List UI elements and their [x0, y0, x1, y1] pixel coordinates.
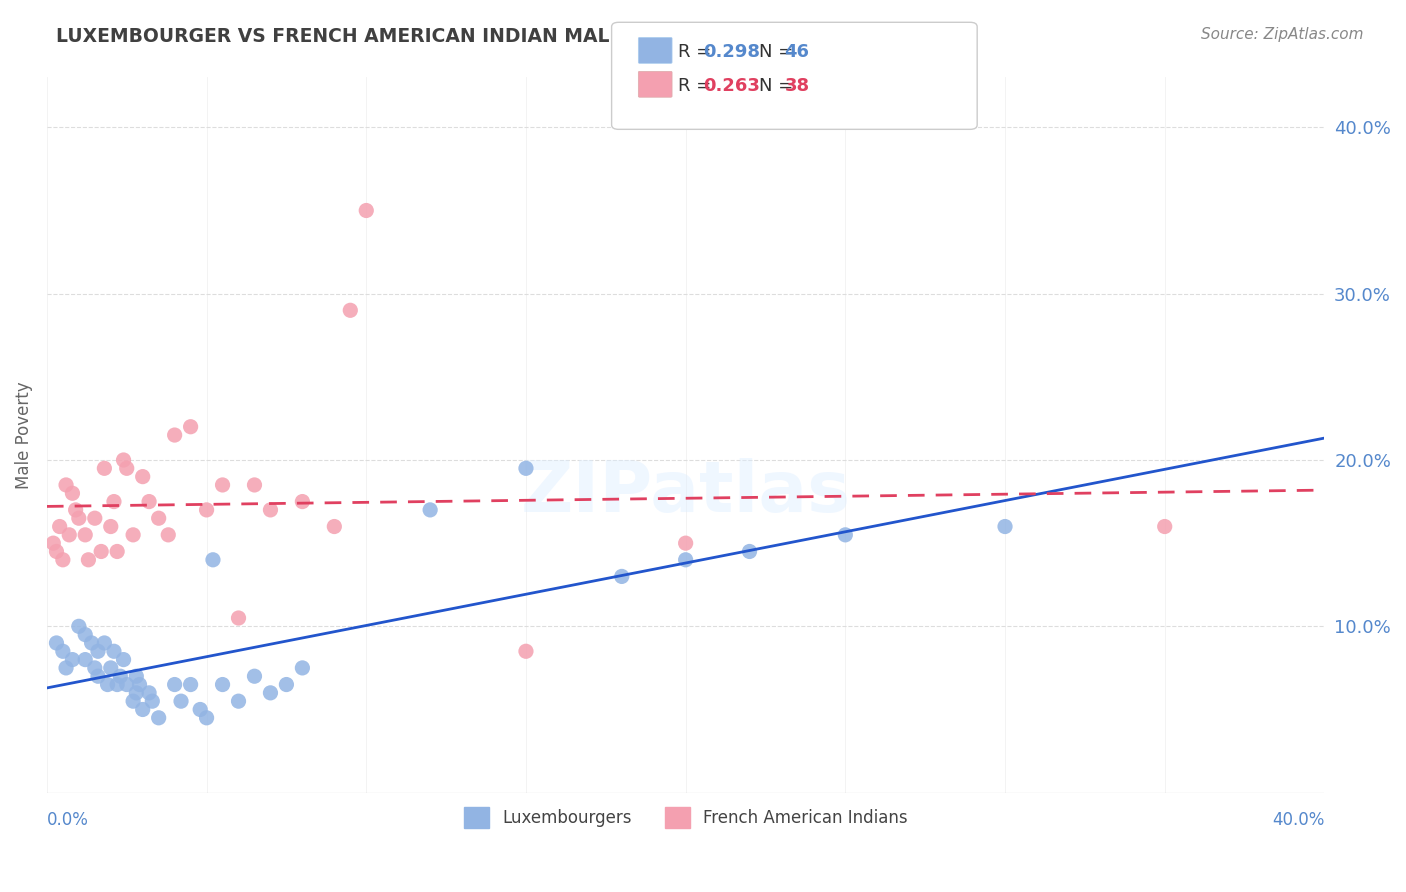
Point — [228, 694, 250, 708]
Text: LUXEMBOURGER VS FRENCH AMERICAN INDIAN MALE POVERTY CORRELATION CHART: LUXEMBOURGER VS FRENCH AMERICAN INDIAN M… — [56, 27, 956, 45]
Point — [105, 544, 128, 558]
Text: R =: R = — [678, 43, 717, 61]
Point — [515, 644, 537, 658]
Point — [52, 553, 75, 567]
Point — [100, 661, 122, 675]
Point — [211, 677, 233, 691]
Point — [515, 461, 537, 475]
Point — [67, 511, 90, 525]
Text: 38: 38 — [785, 77, 810, 95]
Point — [122, 694, 145, 708]
Point — [75, 528, 97, 542]
Point — [93, 461, 115, 475]
Point — [201, 553, 224, 567]
Point — [170, 694, 193, 708]
Point — [112, 652, 135, 666]
Point — [243, 669, 266, 683]
Point — [610, 569, 633, 583]
Legend: Luxembourgers, French American Indians: Luxembourgers, French American Indians — [457, 801, 914, 834]
Point — [148, 511, 170, 525]
Point — [42, 536, 65, 550]
Point — [77, 553, 100, 567]
Point — [115, 677, 138, 691]
Point — [90, 544, 112, 558]
Point — [67, 619, 90, 633]
Point — [180, 677, 202, 691]
Point — [211, 478, 233, 492]
Point — [180, 419, 202, 434]
Point — [138, 494, 160, 508]
Point — [75, 627, 97, 641]
Text: Source: ZipAtlas.com: Source: ZipAtlas.com — [1201, 27, 1364, 42]
Point — [259, 686, 281, 700]
Point — [131, 469, 153, 483]
Point — [195, 503, 218, 517]
Point — [93, 636, 115, 650]
Text: 0.298: 0.298 — [703, 43, 761, 61]
Point — [125, 669, 148, 683]
Point — [100, 519, 122, 533]
Text: N =: N = — [759, 77, 799, 95]
Point — [65, 503, 87, 517]
Point — [163, 428, 186, 442]
Text: 0.0%: 0.0% — [46, 811, 89, 829]
Point — [103, 494, 125, 508]
Point — [675, 553, 697, 567]
Text: N =: N = — [759, 43, 799, 61]
Text: R =: R = — [678, 77, 717, 95]
Text: 40.0%: 40.0% — [1272, 811, 1324, 829]
Y-axis label: Male Poverty: Male Poverty — [15, 381, 32, 489]
Point — [110, 669, 132, 683]
Point — [419, 503, 441, 517]
Point — [52, 644, 75, 658]
Point — [83, 511, 105, 525]
Point — [55, 661, 77, 675]
Point — [188, 702, 211, 716]
Text: ZIPatlas: ZIPatlas — [520, 458, 851, 527]
Point — [45, 636, 67, 650]
Point — [738, 544, 761, 558]
Point — [97, 677, 120, 691]
Point — [55, 478, 77, 492]
Point — [356, 203, 378, 218]
Point — [87, 669, 110, 683]
Point — [195, 711, 218, 725]
Point — [834, 528, 856, 542]
Point — [157, 528, 180, 542]
Point — [112, 453, 135, 467]
Point — [80, 636, 103, 650]
Point — [83, 661, 105, 675]
Point — [128, 677, 150, 691]
Point — [105, 677, 128, 691]
Point — [87, 644, 110, 658]
Point — [291, 494, 314, 508]
Point — [141, 694, 163, 708]
Point — [115, 461, 138, 475]
Point — [323, 519, 346, 533]
Point — [243, 478, 266, 492]
Point — [994, 519, 1017, 533]
Point — [103, 644, 125, 658]
Point — [276, 677, 298, 691]
Point — [131, 702, 153, 716]
Text: 0.263: 0.263 — [703, 77, 759, 95]
Point — [122, 528, 145, 542]
Point — [163, 677, 186, 691]
Point — [228, 611, 250, 625]
Point — [1153, 519, 1175, 533]
Point — [62, 652, 84, 666]
Point — [58, 528, 80, 542]
Point — [138, 686, 160, 700]
Point — [48, 519, 70, 533]
Point — [45, 544, 67, 558]
Text: 46: 46 — [785, 43, 810, 61]
Point — [75, 652, 97, 666]
Point — [259, 503, 281, 517]
Point — [148, 711, 170, 725]
Point — [125, 686, 148, 700]
Point — [675, 536, 697, 550]
Point — [339, 303, 361, 318]
Point — [291, 661, 314, 675]
Point — [62, 486, 84, 500]
